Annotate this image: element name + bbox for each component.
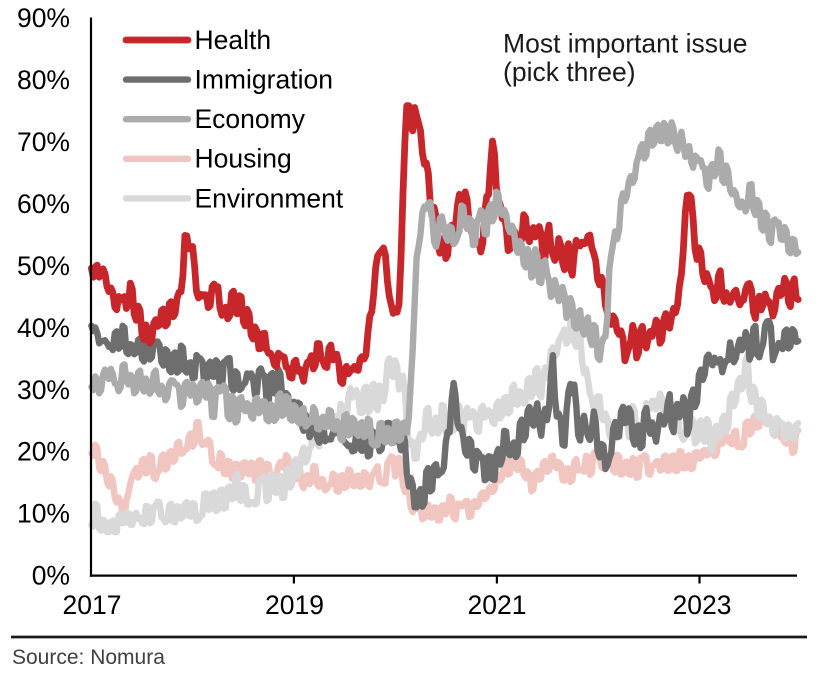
svg-text:40%: 40%: [17, 313, 70, 343]
svg-text:20%: 20%: [17, 437, 70, 467]
svg-text:Economy: Economy: [195, 104, 306, 134]
svg-text:2019: 2019: [265, 590, 324, 620]
svg-text:30%: 30%: [17, 375, 70, 405]
svg-text:2023: 2023: [673, 590, 732, 620]
svg-text:50%: 50%: [17, 251, 70, 281]
svg-text:(pick three): (pick three): [503, 57, 636, 87]
svg-text:Housing: Housing: [195, 144, 292, 174]
svg-text:60%: 60%: [17, 189, 70, 219]
svg-text:80%: 80%: [17, 65, 70, 95]
svg-text:2017: 2017: [63, 590, 122, 620]
svg-text:0%: 0%: [32, 561, 70, 591]
svg-text:Health: Health: [195, 25, 272, 55]
svg-text:70%: 70%: [17, 127, 70, 157]
svg-text:Immigration: Immigration: [195, 65, 333, 95]
svg-text:Environment: Environment: [195, 183, 344, 213]
svg-text:90%: 90%: [17, 3, 70, 33]
svg-text:2021: 2021: [468, 590, 527, 620]
svg-text:Most important issue: Most important issue: [503, 29, 747, 59]
svg-text:10%: 10%: [17, 499, 70, 529]
svg-text:Source: Nomura: Source: Nomura: [12, 646, 165, 669]
